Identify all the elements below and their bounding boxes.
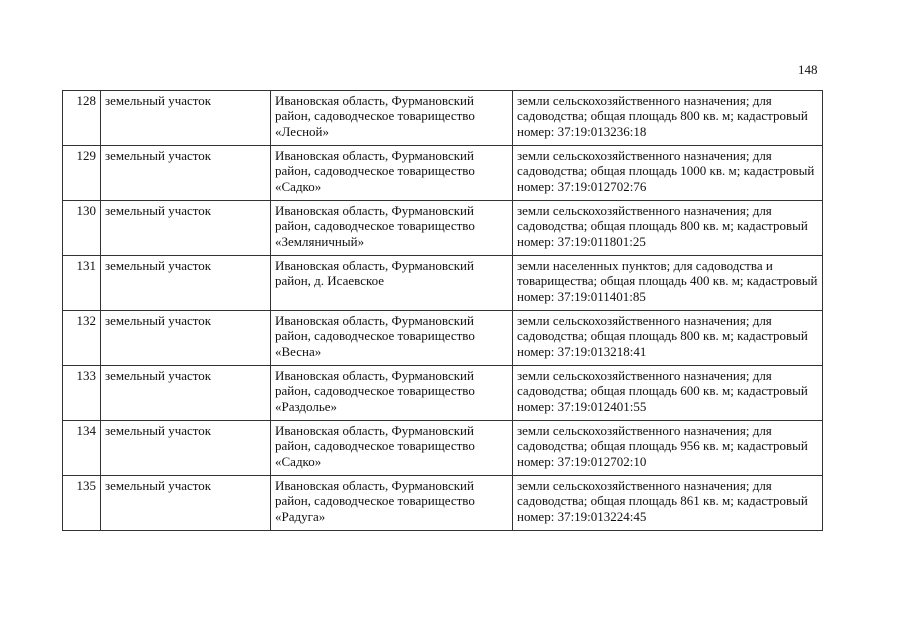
address-cell: Ивановская область, Фурмановский район, … (270, 90, 513, 146)
object-type-cell: земельный участок (100, 255, 271, 311)
address-cell: Ивановская область, Фурмановский район, … (270, 310, 513, 366)
object-type-cell: земельный участок (100, 475, 271, 531)
row-number-cell: 134 (62, 420, 101, 476)
table-row: 132 земельный участок Ивановская область, … (62, 310, 823, 366)
table-row: 131 земельный участок Ивановская область, … (62, 255, 823, 311)
row-number-cell: 132 (62, 310, 101, 366)
table-row: 134 земельный участок Ивановская область, … (62, 420, 823, 476)
description-cell: земли сельскохозяйственного назначения; … (512, 90, 823, 146)
row-number-cell: 131 (62, 255, 101, 311)
row-number-cell: 129 (62, 145, 101, 201)
row-number-cell: 128 (62, 90, 101, 146)
object-type-cell: земельный участок (100, 145, 271, 201)
description-cell: земли сельскохозяйственного назначения; … (512, 475, 823, 531)
table-row: 128 земельный участок Ивановская область, … (62, 90, 823, 146)
description-cell: земли сельскохозяйственного назначения; … (512, 365, 823, 421)
object-type-cell: земельный участок (100, 90, 271, 146)
object-type-cell: земельный участок (100, 365, 271, 421)
row-number-cell: 133 (62, 365, 101, 421)
table-row: 135 земельный участок Ивановская область, … (62, 475, 823, 531)
table-row: 129 земельный участок Ивановская область, … (62, 145, 823, 201)
object-type-cell: земельный участок (100, 420, 271, 476)
description-cell: земли сельскохозяйственного назначения; … (512, 200, 823, 256)
address-cell: Ивановская область, Фурмановский район, … (270, 365, 513, 421)
address-cell: Ивановская область, Фурмановский район, … (270, 145, 513, 201)
address-cell: Ивановская область, Фурмановский район, … (270, 200, 513, 256)
table-row: 130 земельный участок Ивановская область, … (62, 200, 823, 256)
description-cell: земли населенных пунктов; для садоводств… (512, 255, 823, 311)
address-cell: Ивановская область, Фурмановский район, … (270, 475, 513, 531)
row-number-cell: 135 (62, 475, 101, 531)
address-cell: Ивановская область, Фурмановский район, … (270, 255, 513, 311)
address-cell: Ивановская область, Фурмановский район, … (270, 420, 513, 476)
description-cell: земли сельскохозяйственного назначения; … (512, 145, 823, 201)
page-number: 148 (798, 62, 818, 77)
row-number-cell: 130 (62, 200, 101, 256)
land-plots-table: 128 земельный участок Ивановская область, … (62, 90, 823, 531)
table-row: 133 земельный участок Ивановская область, … (62, 365, 823, 421)
object-type-cell: земельный участок (100, 310, 271, 366)
description-cell: земли сельскохозяйственного назначения; … (512, 420, 823, 476)
object-type-cell: земельный участок (100, 200, 271, 256)
description-cell: земли сельскохозяйственного назначения; … (512, 310, 823, 366)
